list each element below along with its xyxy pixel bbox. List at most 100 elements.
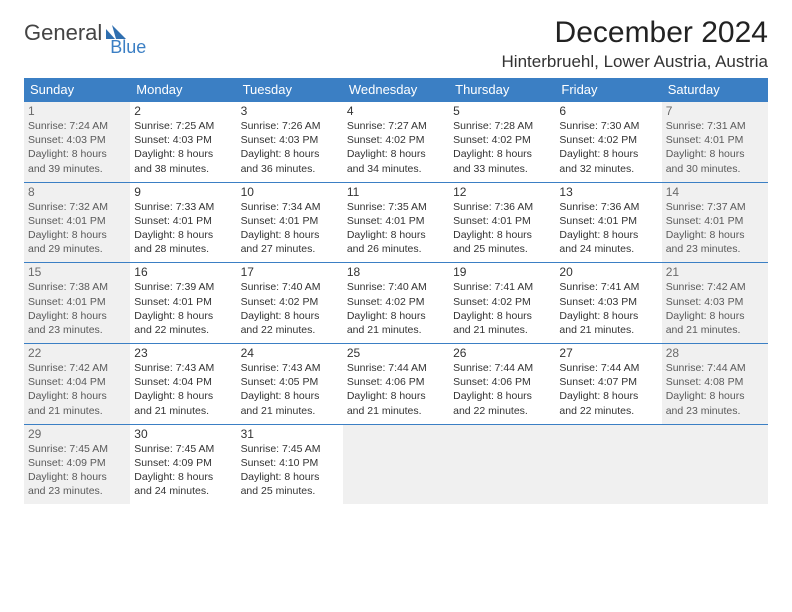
day-number: 1 <box>28 104 126 118</box>
day-number: 17 <box>241 265 339 279</box>
day-info: Sunrise: 7:45 AMSunset: 4:09 PMDaylight:… <box>28 442 126 499</box>
day-number: 28 <box>666 346 764 360</box>
calendar-week: 29Sunrise: 7:45 AMSunset: 4:09 PMDayligh… <box>24 424 768 504</box>
day-info: Sunrise: 7:41 AMSunset: 4:03 PMDaylight:… <box>559 280 657 337</box>
day-number: 22 <box>28 346 126 360</box>
day-info: Sunrise: 7:42 AMSunset: 4:03 PMDaylight:… <box>666 280 764 337</box>
day-info: Sunrise: 7:25 AMSunset: 4:03 PMDaylight:… <box>134 119 232 176</box>
logo: General Blue <box>24 16 164 46</box>
day-cell: 22Sunrise: 7:42 AMSunset: 4:04 PMDayligh… <box>24 344 130 425</box>
day-number: 11 <box>347 185 445 199</box>
day-header-row: SundayMondayTuesdayWednesdayThursdayFrid… <box>24 78 768 102</box>
day-cell: 24Sunrise: 7:43 AMSunset: 4:05 PMDayligh… <box>237 344 343 425</box>
day-number: 31 <box>241 427 339 441</box>
day-info: Sunrise: 7:30 AMSunset: 4:02 PMDaylight:… <box>559 119 657 176</box>
day-number: 9 <box>134 185 232 199</box>
day-info: Sunrise: 7:44 AMSunset: 4:07 PMDaylight:… <box>559 361 657 418</box>
day-number: 12 <box>453 185 551 199</box>
day-info: Sunrise: 7:44 AMSunset: 4:06 PMDaylight:… <box>347 361 445 418</box>
day-header: Friday <box>555 78 661 102</box>
day-cell: 19Sunrise: 7:41 AMSunset: 4:02 PMDayligh… <box>449 263 555 344</box>
day-info: Sunrise: 7:40 AMSunset: 4:02 PMDaylight:… <box>241 280 339 337</box>
day-info: Sunrise: 7:44 AMSunset: 4:06 PMDaylight:… <box>453 361 551 418</box>
day-info: Sunrise: 7:26 AMSunset: 4:03 PMDaylight:… <box>241 119 339 176</box>
day-info: Sunrise: 7:42 AMSunset: 4:04 PMDaylight:… <box>28 361 126 418</box>
day-info: Sunrise: 7:31 AMSunset: 4:01 PMDaylight:… <box>666 119 764 176</box>
day-info: Sunrise: 7:43 AMSunset: 4:05 PMDaylight:… <box>241 361 339 418</box>
day-cell: 2Sunrise: 7:25 AMSunset: 4:03 PMDaylight… <box>130 102 236 183</box>
day-cell: 10Sunrise: 7:34 AMSunset: 4:01 PMDayligh… <box>237 182 343 263</box>
day-cell: 30Sunrise: 7:45 AMSunset: 4:09 PMDayligh… <box>130 424 236 504</box>
page-header: General Blue December 2024 Hinterbruehl,… <box>24 16 768 72</box>
day-info: Sunrise: 7:34 AMSunset: 4:01 PMDaylight:… <box>241 200 339 257</box>
day-info: Sunrise: 7:24 AMSunset: 4:03 PMDaylight:… <box>28 119 126 176</box>
day-number: 27 <box>559 346 657 360</box>
calendar-week: 22Sunrise: 7:42 AMSunset: 4:04 PMDayligh… <box>24 344 768 425</box>
calendar-grid: SundayMondayTuesdayWednesdayThursdayFrid… <box>24 78 768 504</box>
day-number: 14 <box>666 185 764 199</box>
location-text: Hinterbruehl, Lower Austria, Austria <box>502 52 768 72</box>
day-number: 7 <box>666 104 764 118</box>
month-title: December 2024 <box>502 16 768 50</box>
day-number: 21 <box>666 265 764 279</box>
day-number: 20 <box>559 265 657 279</box>
day-header: Monday <box>130 78 236 102</box>
day-cell: 9Sunrise: 7:33 AMSunset: 4:01 PMDaylight… <box>130 182 236 263</box>
day-info: Sunrise: 7:36 AMSunset: 4:01 PMDaylight:… <box>559 200 657 257</box>
day-number: 24 <box>241 346 339 360</box>
day-info: Sunrise: 7:37 AMSunset: 4:01 PMDaylight:… <box>666 200 764 257</box>
day-info: Sunrise: 7:45 AMSunset: 4:09 PMDaylight:… <box>134 442 232 499</box>
day-number: 29 <box>28 427 126 441</box>
day-number: 23 <box>134 346 232 360</box>
day-cell: 26Sunrise: 7:44 AMSunset: 4:06 PMDayligh… <box>449 344 555 425</box>
day-cell: 29Sunrise: 7:45 AMSunset: 4:09 PMDayligh… <box>24 424 130 504</box>
day-info: Sunrise: 7:39 AMSunset: 4:01 PMDaylight:… <box>134 280 232 337</box>
day-cell: 6Sunrise: 7:30 AMSunset: 4:02 PMDaylight… <box>555 102 661 183</box>
day-cell: 28Sunrise: 7:44 AMSunset: 4:08 PMDayligh… <box>662 344 768 425</box>
day-info: Sunrise: 7:35 AMSunset: 4:01 PMDaylight:… <box>347 200 445 257</box>
day-header: Saturday <box>662 78 768 102</box>
calendar-body: 1Sunrise: 7:24 AMSunset: 4:03 PMDaylight… <box>24 102 768 505</box>
day-number: 25 <box>347 346 445 360</box>
title-block: December 2024 Hinterbruehl, Lower Austri… <box>502 16 768 72</box>
day-header: Thursday <box>449 78 555 102</box>
day-cell: 1Sunrise: 7:24 AMSunset: 4:03 PMDaylight… <box>24 102 130 183</box>
day-cell: 7Sunrise: 7:31 AMSunset: 4:01 PMDaylight… <box>662 102 768 183</box>
day-cell: 27Sunrise: 7:44 AMSunset: 4:07 PMDayligh… <box>555 344 661 425</box>
day-number: 15 <box>28 265 126 279</box>
day-number: 10 <box>241 185 339 199</box>
day-number: 18 <box>347 265 445 279</box>
day-cell: 20Sunrise: 7:41 AMSunset: 4:03 PMDayligh… <box>555 263 661 344</box>
day-info: Sunrise: 7:28 AMSunset: 4:02 PMDaylight:… <box>453 119 551 176</box>
day-number: 4 <box>347 104 445 118</box>
day-number: 3 <box>241 104 339 118</box>
calendar-week: 1Sunrise: 7:24 AMSunset: 4:03 PMDaylight… <box>24 102 768 183</box>
day-info: Sunrise: 7:33 AMSunset: 4:01 PMDaylight:… <box>134 200 232 257</box>
calendar-week: 15Sunrise: 7:38 AMSunset: 4:01 PMDayligh… <box>24 263 768 344</box>
logo-text-general: General <box>24 20 102 46</box>
day-info: Sunrise: 7:32 AMSunset: 4:01 PMDaylight:… <box>28 200 126 257</box>
day-info: Sunrise: 7:44 AMSunset: 4:08 PMDaylight:… <box>666 361 764 418</box>
day-cell: 15Sunrise: 7:38 AMSunset: 4:01 PMDayligh… <box>24 263 130 344</box>
day-cell: 16Sunrise: 7:39 AMSunset: 4:01 PMDayligh… <box>130 263 236 344</box>
day-info: Sunrise: 7:27 AMSunset: 4:02 PMDaylight:… <box>347 119 445 176</box>
day-info: Sunrise: 7:38 AMSunset: 4:01 PMDaylight:… <box>28 280 126 337</box>
day-cell: 13Sunrise: 7:36 AMSunset: 4:01 PMDayligh… <box>555 182 661 263</box>
empty-cell <box>555 424 661 504</box>
day-cell: 21Sunrise: 7:42 AMSunset: 4:03 PMDayligh… <box>662 263 768 344</box>
day-number: 5 <box>453 104 551 118</box>
day-cell: 14Sunrise: 7:37 AMSunset: 4:01 PMDayligh… <box>662 182 768 263</box>
day-cell: 3Sunrise: 7:26 AMSunset: 4:03 PMDaylight… <box>237 102 343 183</box>
day-cell: 8Sunrise: 7:32 AMSunset: 4:01 PMDaylight… <box>24 182 130 263</box>
day-cell: 17Sunrise: 7:40 AMSunset: 4:02 PMDayligh… <box>237 263 343 344</box>
empty-cell <box>343 424 449 504</box>
day-number: 26 <box>453 346 551 360</box>
day-number: 19 <box>453 265 551 279</box>
day-header: Sunday <box>24 78 130 102</box>
day-cell: 5Sunrise: 7:28 AMSunset: 4:02 PMDaylight… <box>449 102 555 183</box>
day-cell: 11Sunrise: 7:35 AMSunset: 4:01 PMDayligh… <box>343 182 449 263</box>
day-number: 13 <box>559 185 657 199</box>
day-cell: 12Sunrise: 7:36 AMSunset: 4:01 PMDayligh… <box>449 182 555 263</box>
day-info: Sunrise: 7:45 AMSunset: 4:10 PMDaylight:… <box>241 442 339 499</box>
day-info: Sunrise: 7:43 AMSunset: 4:04 PMDaylight:… <box>134 361 232 418</box>
